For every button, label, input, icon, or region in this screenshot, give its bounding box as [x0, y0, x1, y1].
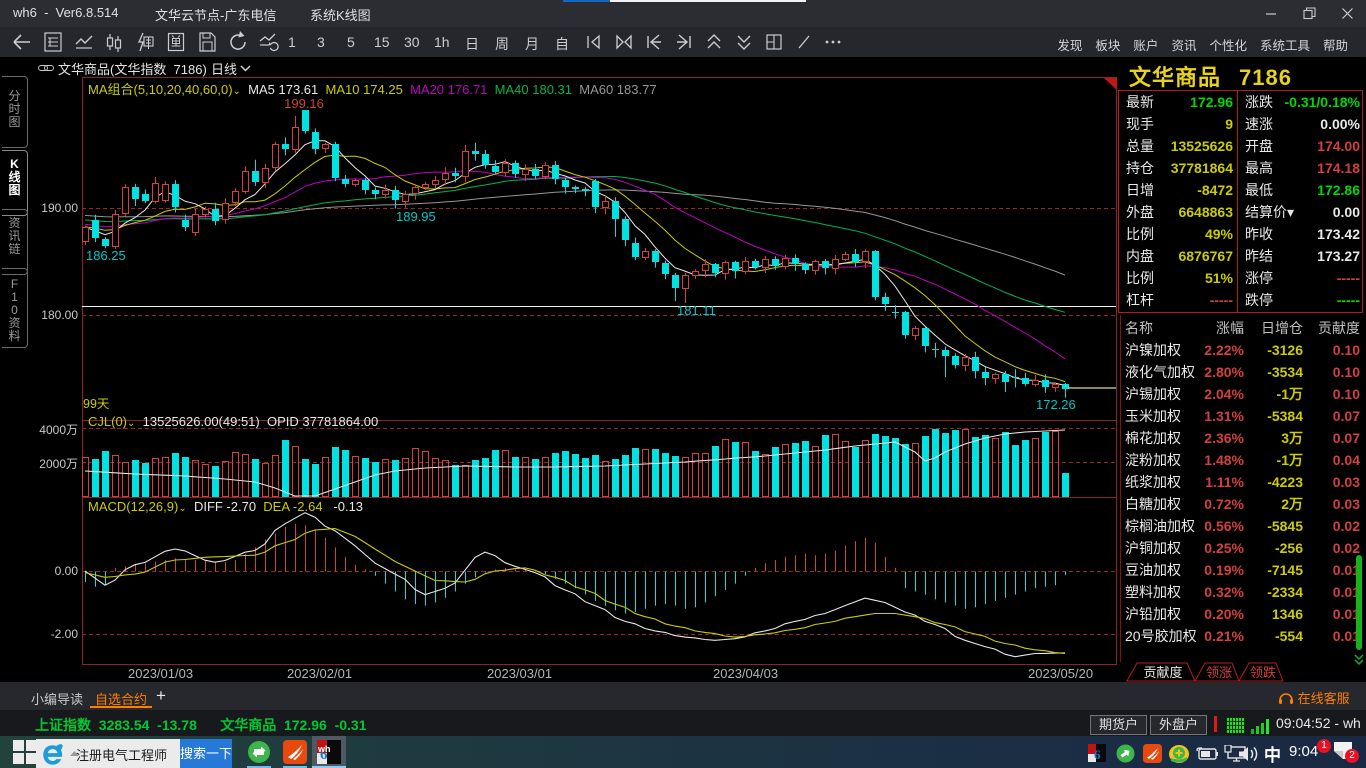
svg-text:6: 6 [1094, 747, 1101, 762]
svg-text:99天: 99天 [83, 397, 110, 411]
svg-text:贡献度: 贡献度 [1143, 665, 1182, 680]
svg-text:189.95: 189.95 [396, 209, 436, 224]
svg-text:172.26: 172.26 [1036, 397, 1076, 412]
svg-text:186.25: 186.25 [86, 248, 126, 263]
svg-text:181.11: 181.11 [677, 303, 716, 318]
svg-text:199.16: 199.16 [284, 96, 324, 111]
svg-text:wh: wh [317, 744, 331, 754]
svg-text:6: 6 [320, 747, 328, 763]
svg-text:领跌: 领跌 [1250, 665, 1276, 680]
svg-text:领涨: 领涨 [1206, 665, 1232, 680]
